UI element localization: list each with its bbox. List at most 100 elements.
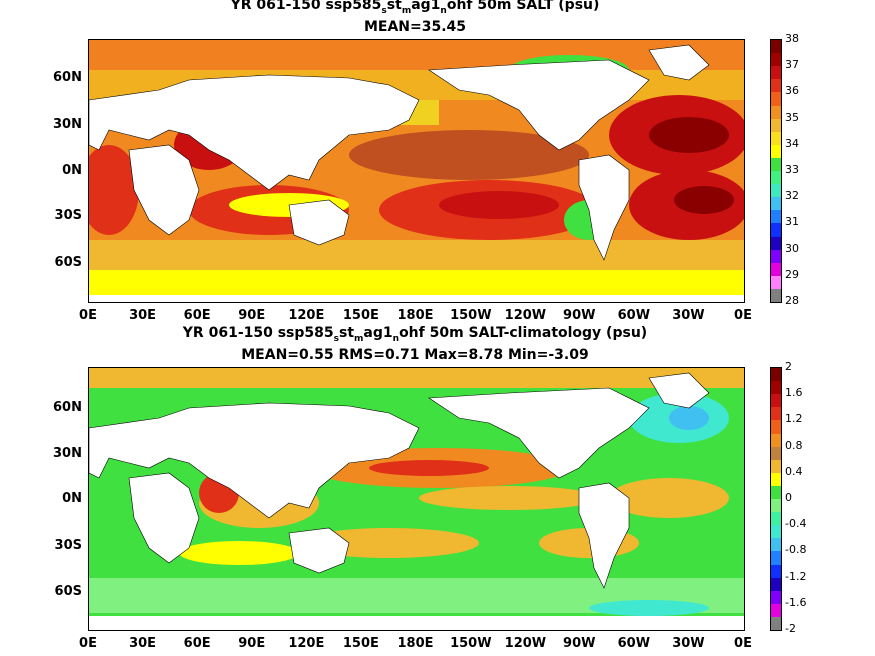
lon-label: 60E (183, 308, 211, 323)
bottom-map-title: YR 061-150 ssp585sstmag1nohf 50m SALT-cl… (182, 325, 648, 344)
bottom-colorbar (770, 367, 782, 631)
colorbar-swatch (771, 236, 781, 251)
colorbar-swatch (771, 262, 781, 277)
colorbar-swatch (771, 407, 781, 421)
colorbar-swatch (771, 381, 781, 395)
lon-label: 150E (342, 636, 379, 651)
colorbar-swatch (771, 394, 781, 408)
colorbar-swatch (771, 446, 781, 461)
colorbar-label: 0.4 (785, 464, 803, 478)
colorbar-swatch (771, 485, 781, 500)
colorbar-swatch (771, 433, 781, 448)
lon-label: 90E (238, 308, 266, 323)
colorbar-label: 1.2 (785, 412, 803, 426)
colorbar-swatch (771, 616, 781, 631)
lon-label: 60W (617, 308, 651, 323)
lon-label: 120E (288, 636, 325, 651)
lon-label: 0E (734, 636, 752, 651)
lat-label: 60S (54, 584, 82, 599)
colorbar-swatch (771, 171, 781, 185)
lat-label: 30N (53, 117, 82, 132)
colorbar-swatch (771, 223, 781, 237)
colorbar-label: 38 (785, 32, 799, 45)
colorbar-label: 36 (785, 84, 799, 98)
colorbar-swatch (771, 499, 781, 513)
lon-label: 120W (504, 308, 547, 323)
colorbar-label: 34 (785, 136, 799, 150)
lon-label: 180E (397, 636, 434, 651)
lon-label: 180E (397, 308, 434, 323)
lon-label: 30E (129, 308, 157, 323)
colorbar-swatch (771, 472, 781, 487)
lon-label: 0E (734, 308, 752, 323)
colorbar-label: 0.8 (785, 438, 803, 452)
lat-label: 60S (54, 255, 82, 270)
bottom-map-subtitle: MEAN=0.55 RMS=0.71 Max=8.78 Min=-3.09 (241, 347, 589, 363)
lon-label: 120W (504, 636, 547, 651)
lat-label: 0N (62, 163, 82, 178)
colorbar-swatch (771, 118, 781, 133)
colorbar-label: -2 (785, 622, 796, 635)
colorbar-label: 2 (785, 360, 792, 373)
colorbar-swatch (771, 131, 781, 146)
colorbar-label: 29 (785, 267, 799, 281)
colorbar-label: -1.6 (785, 595, 807, 609)
colorbar-label: 32 (785, 189, 799, 203)
colorbar-swatch (771, 459, 781, 474)
colorbar-swatch (771, 105, 781, 120)
colorbar-swatch (771, 538, 781, 552)
colorbar-swatch (771, 92, 781, 106)
top-map-subtitle: MEAN=35.45 (363, 19, 467, 35)
bottom-anomaly-map (88, 367, 745, 631)
lon-label: 150W (450, 308, 492, 323)
colorbar-swatch (771, 368, 781, 382)
colorbar-swatch (771, 157, 781, 172)
colorbar-swatch (771, 53, 781, 67)
lon-label: 150W (450, 636, 492, 651)
colorbar-swatch (771, 40, 781, 54)
lat-label: 60N (53, 400, 82, 415)
colorbar-label: 37 (785, 58, 799, 72)
lat-label: 30N (53, 446, 82, 461)
colorbar-label: 33 (785, 163, 799, 176)
colorbar-swatch (771, 564, 781, 579)
colorbar-swatch (771, 551, 781, 565)
lon-label: 90W (563, 308, 596, 323)
lat-label: 60N (53, 70, 82, 85)
colorbar-swatch (771, 144, 781, 159)
colorbar-swatch (771, 420, 781, 434)
top-map-title: YR 061-150 ssp585sstmag1nohf 50m SALT (p… (230, 0, 600, 16)
lat-label: 0N (62, 491, 82, 506)
colorbar-label: 30 (785, 241, 799, 255)
lat-label: 30S (54, 208, 82, 223)
colorbar-swatch (771, 577, 781, 592)
colorbar-label: 35 (785, 110, 799, 124)
colorbar-swatch (771, 288, 781, 303)
colorbar-label: -0.4 (785, 517, 807, 531)
lon-label: 150E (342, 308, 379, 323)
top-salinity-map (88, 39, 745, 303)
top-colorbar (770, 39, 782, 303)
colorbar-swatch (771, 66, 781, 80)
lon-label: 30W (672, 308, 705, 323)
lon-label: 0E (79, 636, 97, 651)
colorbar-swatch (771, 184, 781, 198)
colorbar-swatch (771, 590, 781, 605)
colorbar-swatch (771, 210, 781, 224)
colorbar-swatch (771, 525, 781, 539)
colorbar-label: 28 (785, 294, 799, 307)
colorbar-label: 0 (785, 491, 792, 504)
colorbar-swatch (771, 197, 781, 211)
lon-label: 30W (672, 636, 705, 651)
colorbar-label: -0.8 (785, 543, 807, 557)
colorbar-label: 1.6 (785, 386, 803, 400)
lon-label: 30E (129, 636, 157, 651)
colorbar-swatch (771, 79, 781, 93)
colorbar-swatch (771, 275, 781, 290)
colorbar-label: 31 (785, 215, 799, 229)
colorbar-label: -1.2 (785, 569, 807, 583)
lon-label: 60W (617, 636, 651, 651)
colorbar-swatch (771, 249, 781, 264)
lon-label: 120E (288, 308, 325, 323)
colorbar-swatch (771, 603, 781, 618)
